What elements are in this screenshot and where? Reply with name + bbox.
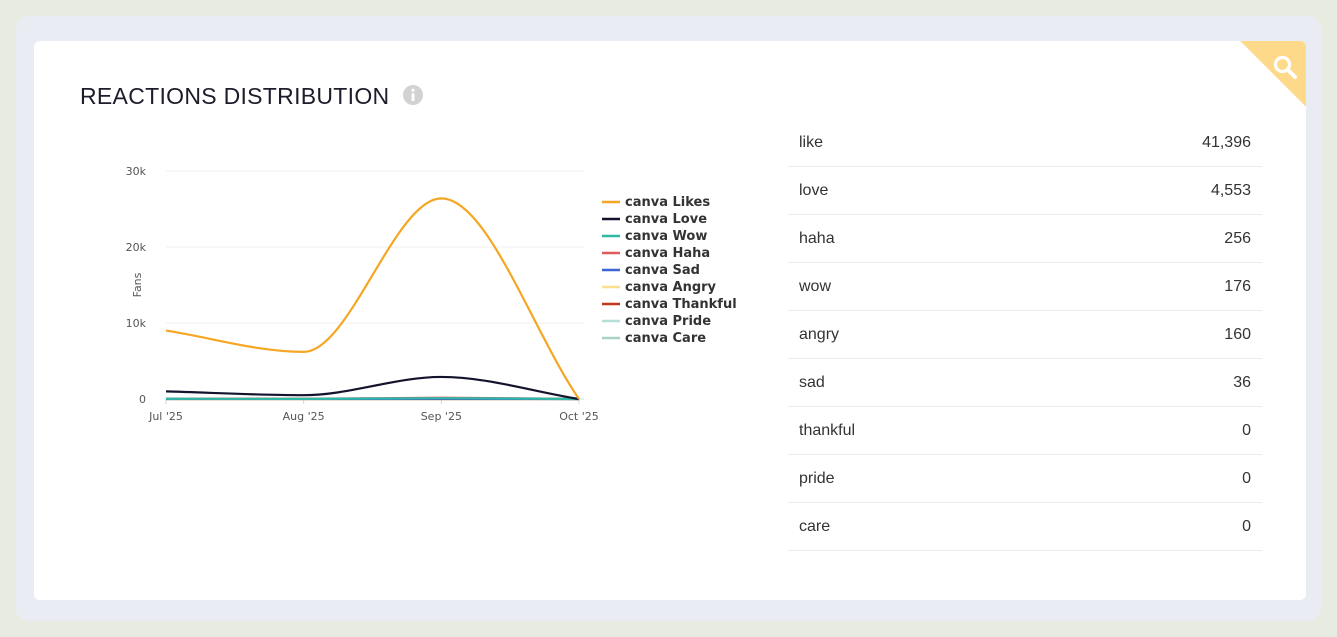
- legend-item-canva-angry: canva Angry: [625, 280, 717, 295]
- legend-item-canva-likes: canva Likes: [625, 195, 710, 210]
- reaction-value: 36: [1233, 373, 1251, 391]
- series-line-canva-likes: [165, 197, 580, 400]
- y-tick-label: 30k: [126, 165, 147, 178]
- reaction-label: pride: [799, 469, 835, 487]
- reaction-value: 256: [1224, 229, 1251, 247]
- reaction-value: 176: [1224, 277, 1251, 295]
- y-axis-label: Fans: [131, 272, 144, 297]
- reaction-label: angry: [799, 325, 840, 343]
- x-tick-label: Sep '25: [421, 410, 462, 423]
- search-icon: [1273, 55, 1297, 79]
- y-tick-label: 10k: [126, 317, 147, 330]
- y-tick-label: 20k: [126, 241, 147, 254]
- reaction-value: 41,396: [1202, 133, 1251, 151]
- reaction-label: wow: [799, 277, 832, 295]
- reaction-value: 0: [1242, 517, 1251, 535]
- reactions-table: like 41,396 love 4,553 haha 256 wow 176 angry 160…: [788, 119, 1262, 551]
- reaction-row-sad: sad 36: [788, 359, 1262, 407]
- legend-item-canva-care: canva Care: [625, 331, 706, 346]
- reaction-value: 4,553: [1210, 181, 1251, 199]
- reactions-panel: REACTIONS DISTRIBUTION 0 10k 20k 30k Fans Jul…: [34, 41, 1306, 600]
- legend-item-canva-wow: canva Wow: [625, 229, 707, 244]
- reaction-row-thankful: thankful 0: [788, 407, 1262, 455]
- series-line-canva-wow: [165, 397, 580, 401]
- search-corner-button[interactable]: [1240, 41, 1306, 107]
- reaction-label: thankful: [799, 421, 856, 439]
- reaction-row-care: care 0: [788, 503, 1262, 551]
- reaction-row-pride: pride 0: [788, 455, 1262, 503]
- reaction-label: haha: [799, 229, 835, 247]
- reaction-value: 0: [1242, 421, 1251, 439]
- legend-item-canva-sad: canva Sad: [625, 263, 700, 278]
- legend-item-canva-love: canva Love: [625, 212, 707, 227]
- reactions-line-chart: 0 10k 20k 30k Fans Jul '25 Aug '25 Sep '25 Oct '…: [126, 165, 737, 423]
- x-tick-label: Aug '25: [283, 410, 325, 423]
- reaction-row-haha: haha 256: [788, 215, 1262, 263]
- reaction-label: care: [799, 517, 831, 535]
- legend-item-canva-thankful: canva Thankful: [625, 297, 737, 312]
- panel-title: REACTIONS DISTRIBUTION: [80, 83, 390, 109]
- series-line-canva-love: [165, 375, 580, 401]
- reaction-label: sad: [799, 373, 825, 391]
- legend-item-canva-haha: canva Haha: [625, 246, 710, 261]
- reaction-row-wow: wow 176: [788, 263, 1262, 311]
- x-tick-label: Jul '25: [148, 410, 183, 423]
- reaction-value: 160: [1224, 325, 1251, 343]
- reaction-row-love: love 4,553: [788, 167, 1262, 215]
- reaction-label: love: [799, 181, 829, 199]
- x-tick-label: Oct '25: [559, 410, 599, 423]
- reaction-value: 0: [1242, 469, 1251, 487]
- info-icon[interactable]: [403, 85, 423, 105]
- y-tick-label: 0: [139, 393, 146, 406]
- reaction-row-angry: angry 160: [788, 311, 1262, 359]
- legend-item-canva-pride: canva Pride: [625, 314, 711, 329]
- reaction-row-like: like 41,396: [788, 119, 1262, 167]
- reaction-label: like: [799, 133, 824, 151]
